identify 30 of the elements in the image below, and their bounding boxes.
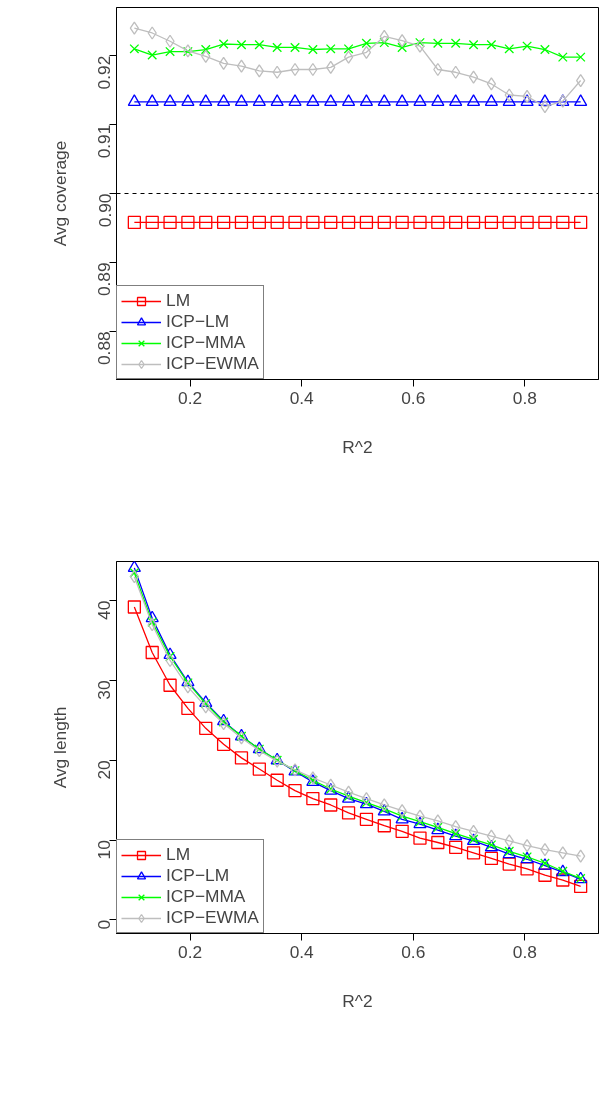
y-tick-label: 0.88 — [94, 331, 115, 365]
legend-label: ICP−LM — [166, 311, 230, 332]
x-axis-title: R^2 — [342, 436, 373, 457]
x-tick-label: 0.6 — [401, 387, 426, 408]
y-tick-label: 0.89 — [94, 262, 115, 297]
x-tick-label: 0.8 — [512, 941, 537, 962]
x-tick-label: 0.4 — [289, 387, 315, 408]
y-axis-title: Avg coverage — [49, 140, 70, 247]
y-tick-label: 40 — [94, 600, 115, 620]
y-tick-label: 0.91 — [94, 124, 115, 159]
y-tick-label: 10 — [94, 840, 115, 860]
legend-label: ICP−EWMA — [166, 907, 259, 928]
y-tick-label: 0.92 — [94, 55, 115, 90]
x-tick-label: 0.2 — [178, 387, 203, 408]
legend-label: ICP−MMA — [166, 332, 246, 353]
x-tick-label: 0.8 — [512, 387, 537, 408]
x-axis-title: R^2 — [342, 990, 373, 1011]
legend-label: LM — [166, 290, 191, 311]
y-tick-label: 0 — [94, 919, 115, 930]
legend-label: ICP−EWMA — [166, 353, 259, 374]
x-tick-label: 0.4 — [289, 941, 315, 962]
x-tick-label: 0.2 — [178, 941, 203, 962]
y-tick-label: 20 — [94, 760, 115, 780]
y-axis-title: Avg length — [49, 706, 70, 789]
legend-label: ICP−MMA — [166, 886, 246, 907]
y-tick-label: 30 — [94, 680, 115, 700]
legend-label: ICP−LM — [166, 865, 230, 886]
x-tick-label: 0.6 — [401, 941, 426, 962]
y-tick-label: 0.90 — [94, 193, 115, 228]
legend-label: LM — [166, 844, 191, 865]
